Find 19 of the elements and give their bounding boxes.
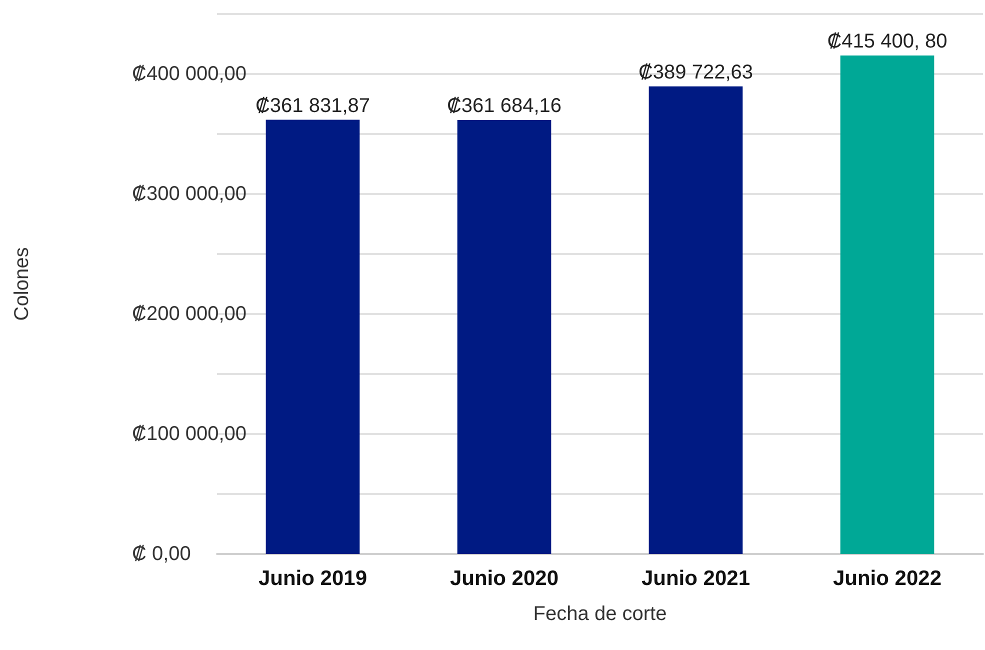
y-tick-label: ₡300 000,00	[132, 183, 247, 205]
x-tick-label: Junio 2022	[832, 567, 942, 590]
data-label: ₡389 722,63	[638, 61, 754, 84]
y-tick-label: ₡200 000,00	[132, 303, 247, 325]
y-tick-label: ₡400 000,00	[132, 63, 247, 85]
data-label: ₡361 831,87	[255, 94, 370, 117]
data-label: ₡361 684,16	[446, 94, 562, 117]
bar	[648, 86, 743, 554]
x-tick-label: Junio 2020	[450, 567, 559, 590]
y-tick-label: ₡100 000,00	[132, 423, 247, 445]
y-axis-title: Colones	[11, 247, 33, 321]
y-tick-label: ₡ 0,00	[132, 543, 191, 565]
x-tick-label: Junio 2019	[258, 567, 368, 590]
x-axis-title: Fecha de corte	[533, 603, 667, 625]
x-tick-label: Junio 2021	[641, 567, 750, 590]
data-label: ₡415 400, 80	[827, 30, 948, 53]
bar	[840, 56, 934, 554]
bar	[266, 120, 360, 554]
bar	[457, 120, 552, 554]
